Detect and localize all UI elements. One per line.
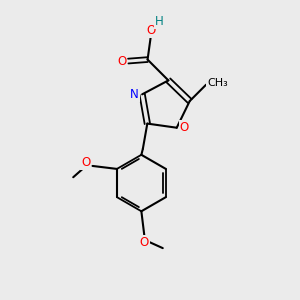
Text: CH₃: CH₃ — [207, 78, 228, 88]
Text: O: O — [117, 55, 126, 68]
Text: H: H — [154, 15, 163, 28]
Text: N: N — [130, 88, 139, 101]
Text: O: O — [179, 121, 189, 134]
Text: O: O — [140, 236, 149, 249]
Text: O: O — [81, 157, 90, 169]
Text: O: O — [146, 24, 155, 37]
